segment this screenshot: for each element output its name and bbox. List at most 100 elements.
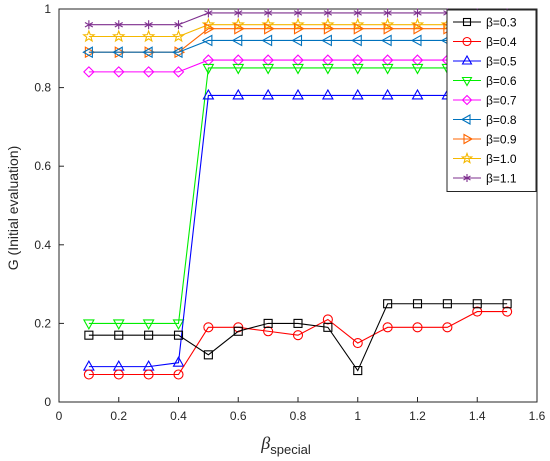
x-tick-label: 0 (56, 409, 63, 423)
legend-label: β=1.0 (486, 152, 517, 166)
marker-triangle-down (202, 63, 215, 75)
marker-star (82, 29, 96, 43)
marker-diamond (322, 54, 334, 66)
legend-label: β=1.1 (486, 172, 517, 186)
marker-triangle-down (82, 319, 95, 331)
marker-triangle-down (142, 319, 155, 331)
marker-triangle-right (353, 22, 365, 35)
marker-asterisk (204, 8, 213, 18)
marker-square (203, 350, 213, 360)
marker-circle (382, 322, 393, 333)
legend-label: β=0.4 (486, 35, 517, 49)
marker-asterisk (263, 8, 273, 18)
marker-diamond (83, 66, 95, 78)
y-tick-label: 0.8 (34, 81, 51, 95)
y-axis: 0 0.2 0.4 0.6 0.8 1 (34, 2, 64, 409)
marker-triangle-down (112, 319, 125, 331)
marker-diamond (461, 94, 473, 106)
marker-triangle-left (321, 34, 332, 47)
series-β=0.5 (82, 88, 514, 371)
marker-asterisk (463, 174, 471, 182)
asterisk-stroke (263, 10, 273, 16)
legend-item: β=0.4 (453, 35, 517, 49)
marker-circle (83, 369, 94, 380)
series-β=0.3 (84, 299, 512, 376)
x-tick-label: 1.2 (409, 409, 426, 423)
marker-triangle-up (321, 88, 334, 100)
marker-square (173, 330, 184, 340)
marker-asterisk (383, 8, 392, 18)
x-tick-label: 0.2 (110, 409, 127, 423)
legend-label: β=0.8 (486, 113, 517, 127)
series-line (88, 94, 508, 368)
marker-star (141, 29, 156, 43)
y-tick-label: 0 (44, 395, 51, 409)
marker-triangle-up (262, 88, 275, 100)
marker-square (462, 17, 472, 27)
marker-circle (173, 369, 184, 380)
y-tick-label: 0.2 (34, 316, 51, 330)
asterisk-stroke (144, 21, 153, 28)
marker-triangle-right (264, 22, 275, 35)
marker-diamond (232, 54, 245, 66)
asterisk-stroke (174, 21, 183, 28)
marker-circle (352, 337, 363, 349)
legend-item: β=0.6 (453, 74, 517, 88)
x-axis-title: βspecial (260, 433, 311, 457)
legend-label: β=0.6 (486, 74, 517, 88)
marker-triangle-up (411, 88, 424, 100)
marker-triangle-down (411, 63, 424, 75)
marker-triangle-up (232, 88, 245, 100)
marker-star (112, 29, 126, 43)
marker-circle (322, 314, 333, 325)
x-tick-label: 1.6 (529, 409, 546, 423)
asterisk-stroke (293, 10, 303, 16)
marker-diamond (142, 66, 155, 78)
marker-diamond (262, 54, 274, 66)
marker-triangle-left (410, 34, 422, 47)
marker-square (233, 326, 243, 336)
marker-triangle-up (351, 88, 364, 100)
marker-circle (442, 322, 453, 333)
marker-triangle-right (463, 133, 474, 145)
legend-item: β=0.5 (453, 55, 517, 69)
marker-triangle-down (321, 63, 334, 75)
series-line (88, 24, 508, 38)
legend-item: β=1.0 (453, 151, 517, 166)
y-axis-title: G (Initial evaluation) (5, 146, 21, 271)
marker-square (293, 318, 303, 328)
asterisk-stroke (353, 10, 362, 16)
series-line (88, 311, 508, 376)
marker-circle (412, 322, 423, 333)
marker-square (84, 330, 94, 340)
x-axis: 0 0.2 0.4 0.6 0.8 1 1.2 1.4 1.6 (56, 397, 546, 423)
x-tick-label: 0.6 (230, 409, 247, 423)
legend-item: β=0.9 (453, 133, 517, 147)
marker-triangle-up (461, 54, 473, 65)
marker-square (114, 330, 124, 340)
x-tick-label: 1 (354, 409, 361, 423)
marker-asterisk (323, 8, 333, 18)
marker-triangle-right (234, 22, 245, 35)
marker-triangle-left (231, 34, 243, 47)
marker-square (323, 322, 333, 332)
marker-circle (203, 322, 214, 333)
marker-circle (462, 36, 472, 47)
marker-diamond (202, 54, 215, 66)
y-tick-label: 0.4 (34, 238, 51, 252)
marker-triangle-down (232, 63, 245, 75)
marker-asterisk (234, 8, 243, 18)
legend-label: β=0.3 (486, 16, 517, 30)
legend-box (446, 9, 537, 192)
asterisk-stroke (204, 10, 213, 16)
marker-triangle-up (381, 88, 394, 100)
marker-diamond (381, 54, 394, 66)
marker-star (171, 29, 186, 43)
marker-triangle-down (262, 63, 275, 75)
marker-triangle-right (323, 22, 335, 35)
series-line (88, 67, 508, 324)
marker-square (263, 318, 273, 328)
asterisk-stroke (323, 10, 333, 16)
marker-triangle-left (171, 46, 183, 59)
marker-star (460, 151, 474, 164)
